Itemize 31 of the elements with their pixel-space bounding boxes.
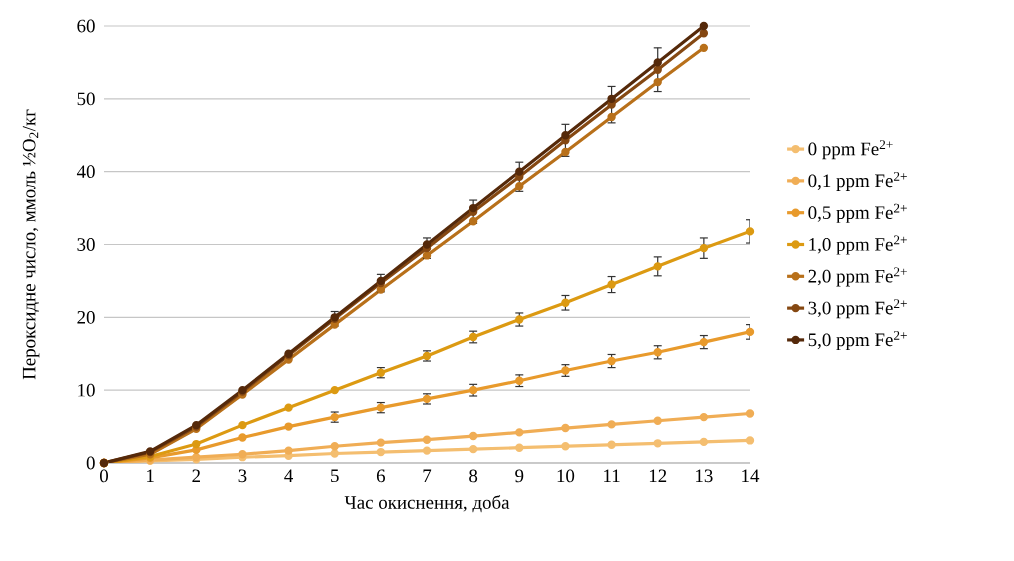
- legend-label: 2,0 ppm Fe$^{2+}$: [808, 267, 907, 287]
- legend-label: 0,5 ppm Fe$^{2+}$: [808, 203, 907, 223]
- x-axis-title: Час окиснення, доба: [344, 495, 510, 513]
- y-tick-label: 20: [77, 310, 95, 324]
- x-tick-label: 10: [557, 469, 575, 483]
- x-tick-label: 8: [469, 469, 478, 483]
- x-tick-label: 3: [238, 469, 247, 483]
- x-tick-label: 12: [649, 469, 667, 483]
- x-tick-label: 11: [604, 469, 620, 482]
- legend-label: 5,0 ppm Fe$^{2+}$: [808, 331, 907, 351]
- y-tick-label: 10: [78, 383, 95, 397]
- legend-label: 1,0 ppm Fe$^{2+}$: [809, 235, 907, 255]
- x-tick-label: 7: [423, 469, 432, 482]
- legend-label: 0,1 ppm Fe$^{2+}$: [808, 171, 907, 192]
- y-tick-label: 50: [77, 92, 95, 106]
- y-axis-title: Пероксидне число, ммоль ½O$_{2}$/кг: [22, 109, 40, 380]
- x-tick-label: 13: [696, 469, 713, 483]
- y-tick-label: 40: [76, 165, 95, 179]
- x-tick-label: 0: [99, 469, 108, 483]
- x-tick-label: 2: [192, 469, 200, 483]
- x-tick-label: 6: [376, 469, 386, 483]
- legend-label: 3,0 ppm Fe$^{2+}$: [808, 299, 907, 319]
- y-tick-label: 60: [77, 19, 95, 33]
- x-tick-label: 4: [284, 469, 294, 482]
- x-tick-label: 1: [147, 469, 154, 482]
- x-tick-label: 9: [515, 469, 524, 483]
- y-tick-label: 30: [77, 238, 95, 251]
- x-tick-label: 14: [742, 469, 760, 482]
- y-tick-label: 0: [86, 456, 95, 470]
- x-tick-label: 5: [331, 469, 339, 483]
- legend-label: 0 ppm Fe$^{2+}$: [808, 140, 893, 160]
